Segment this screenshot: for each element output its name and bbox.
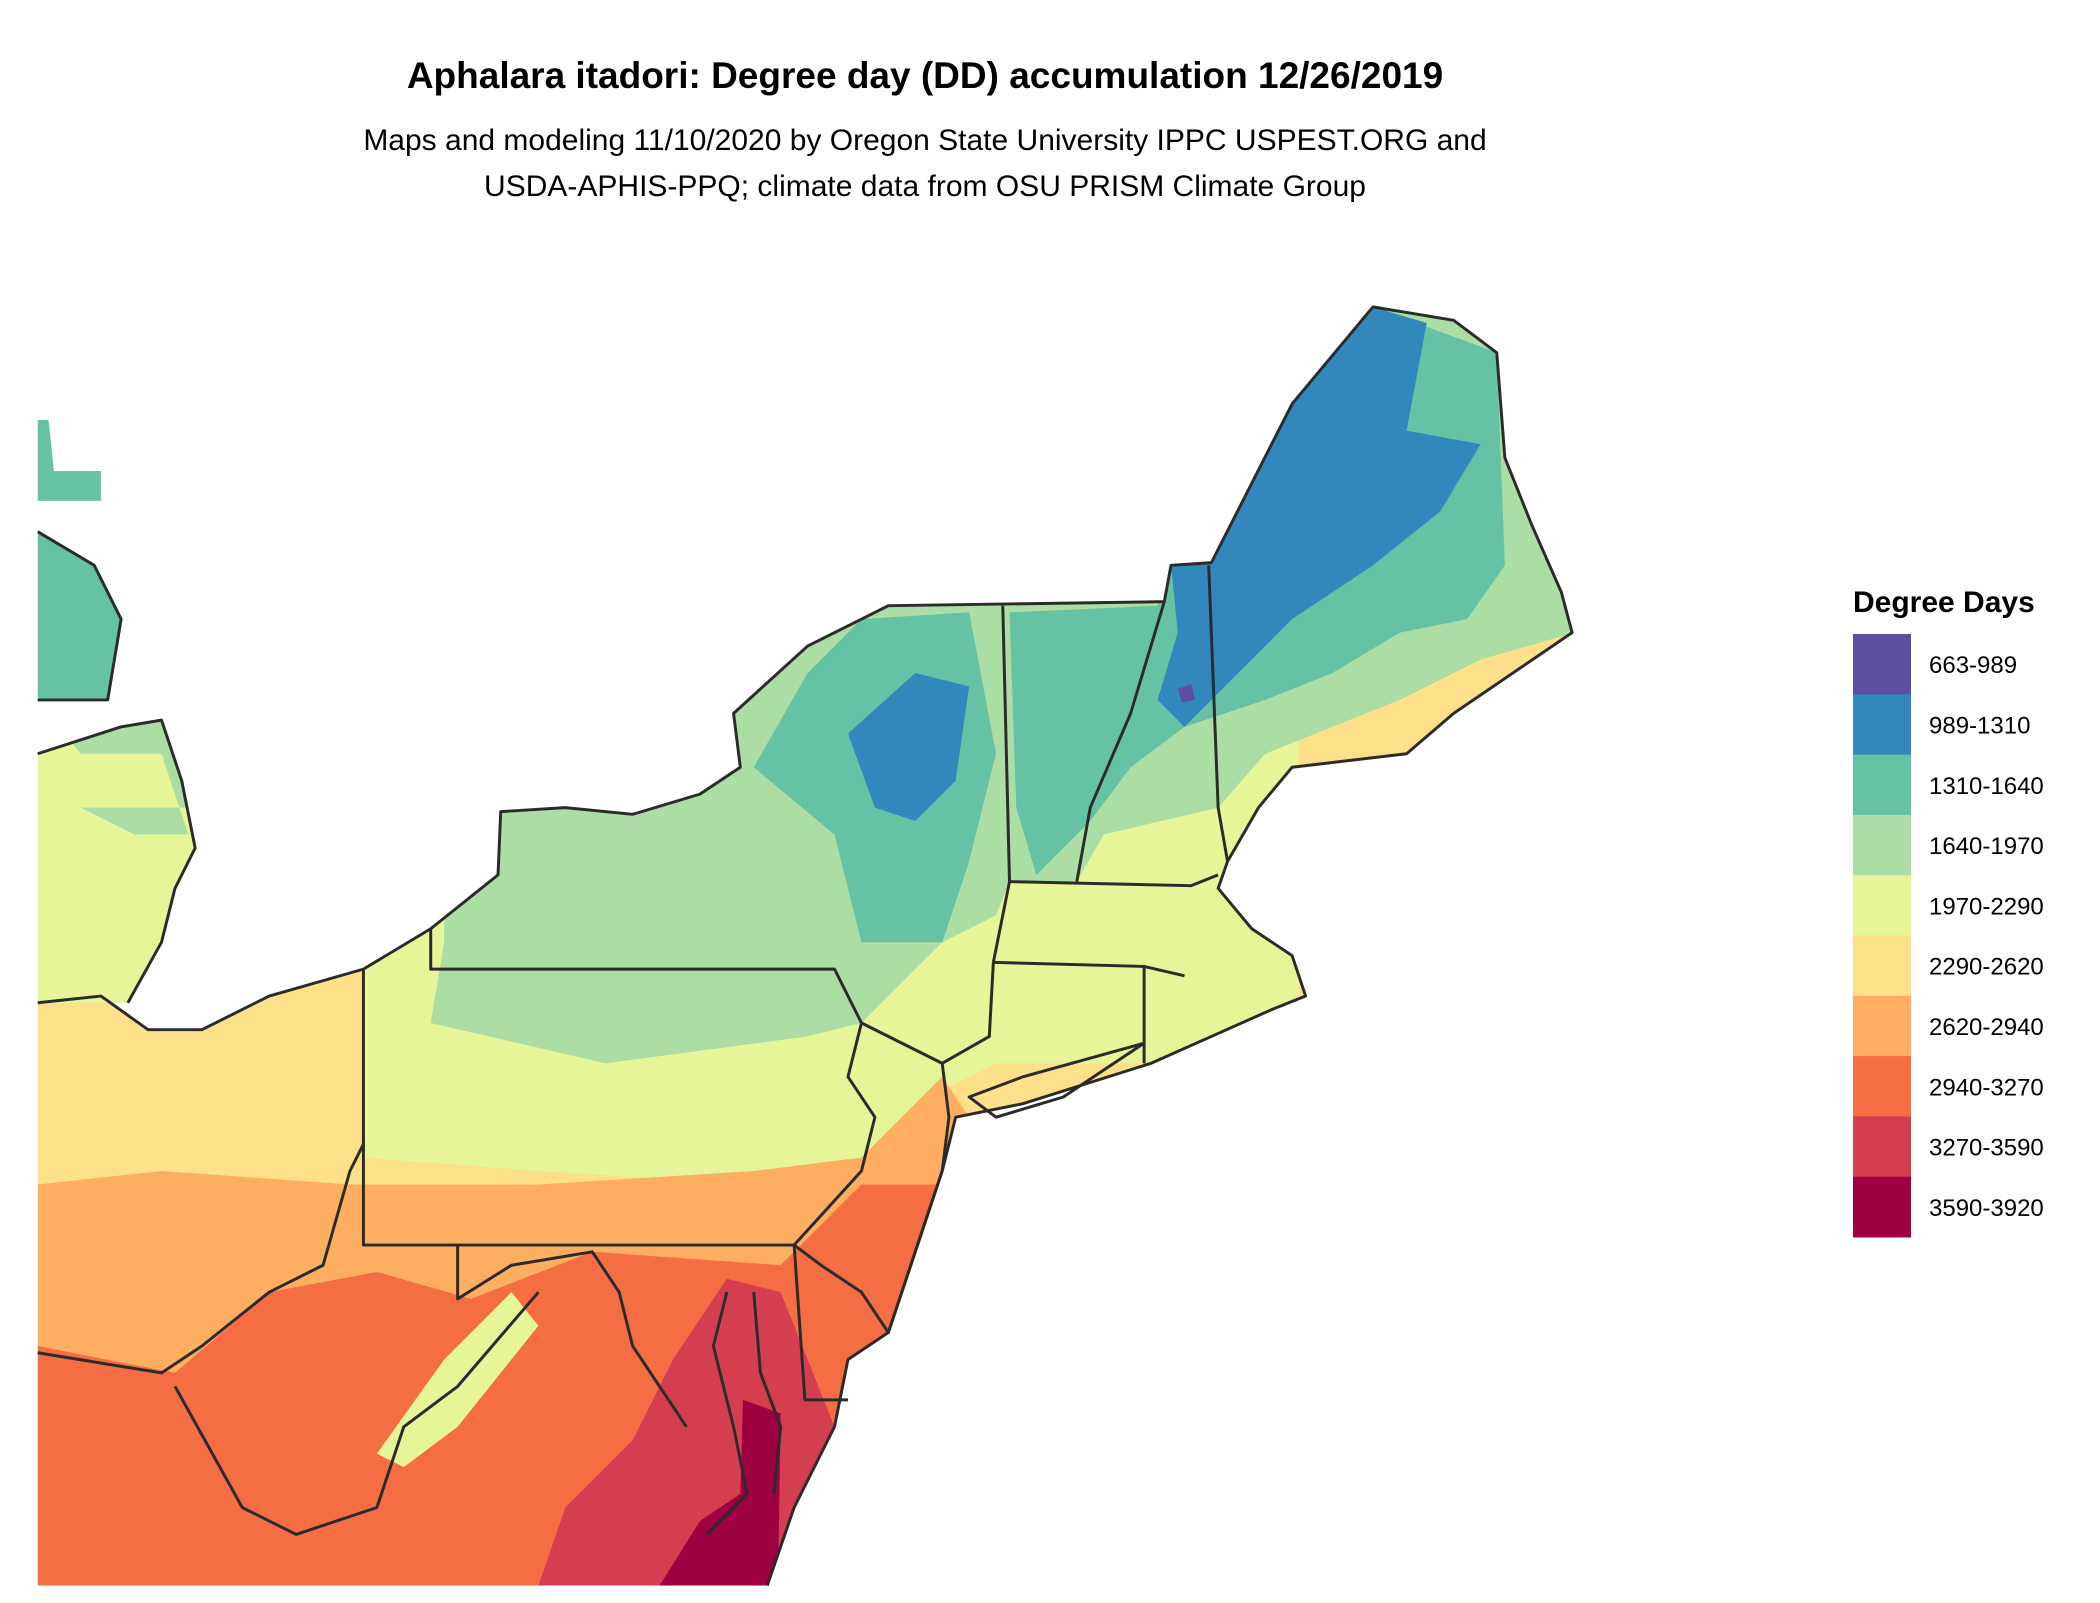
zone-1310-1640-michigan: [37, 403, 135, 700]
legend-label: 2290-2620: [1929, 954, 2044, 981]
map-title: Aphalara itadori: Degree day (DD) accumu…: [407, 55, 1443, 96]
legend-swatch: [1853, 814, 1911, 876]
legend-label: 989-1310: [1929, 712, 2030, 739]
map-subtitle-line1: Maps and modeling 11/10/2020 by Oregon S…: [363, 124, 1486, 157]
legend-swatch: [1853, 634, 1911, 695]
legend-swatch: [1853, 754, 1911, 816]
legend-label: 2940-3270: [1929, 1074, 2044, 1101]
legend-label: 1970-2290: [1929, 893, 2044, 920]
legend-label: 1310-1640: [1929, 773, 2044, 800]
legend-swatch: [1853, 995, 1911, 1057]
pennsylvania-border: [361, 928, 877, 1247]
legend-swatch: [1853, 694, 1911, 756]
legend-swatch: [1853, 935, 1911, 997]
state-borders: [36, 305, 1574, 1587]
legend-items: 663-989 989-1310 1310-1640 1640-1970 1970-22…: [1853, 634, 2044, 1238]
legend-title: Degree Days: [1853, 586, 2035, 619]
legend-label: 3590-3920: [1929, 1195, 2044, 1222]
zone-989-1310-maine: [1157, 306, 1481, 727]
virginia-wv-border: [173, 1291, 540, 1536]
chesapeake-bay-outline: [705, 1291, 783, 1536]
zone-highlands: [376, 1292, 539, 1468]
legend-swatch: [1853, 875, 1911, 936]
degree-day-raster: [37, 306, 1573, 1586]
legend-swatch: [1853, 1116, 1911, 1178]
long-island-outline: [967, 1041, 1146, 1119]
legend-label: 1640-1970: [1929, 833, 2044, 860]
zone-663-989: [1177, 683, 1196, 703]
ohio-wv-border: [37, 1143, 365, 1375]
massachusetts-border: [993, 873, 1219, 1064]
land-outline: [37, 305, 1574, 1587]
delaware-border: [792, 1244, 848, 1402]
zone-3590-3920: [659, 1399, 781, 1586]
map-subtitle-line2: USDA-APHIS-PPQ; climate data from OSU PR…: [484, 170, 1366, 203]
new-jersey-border: [793, 1021, 951, 1335]
legend-label: 663-989: [1929, 652, 2017, 679]
legend: Degree Days 663-989 989-1310 1310-1640 1640…: [1853, 586, 2044, 1238]
legend-label: 3270-3590: [1929, 1135, 2044, 1162]
legend-swatch: [1853, 1056, 1911, 1117]
legend-label: 2620-2940: [1929, 1014, 2044, 1041]
michigan-outline: [36, 530, 197, 1004]
maryland-wv-border: [456, 1245, 688, 1428]
legend-swatch: [1853, 1176, 1911, 1238]
map-panel: [36, 305, 1574, 1587]
vermont-nh-border: [1075, 565, 1230, 882]
zone-989-1310-adirondacks: [847, 673, 970, 822]
